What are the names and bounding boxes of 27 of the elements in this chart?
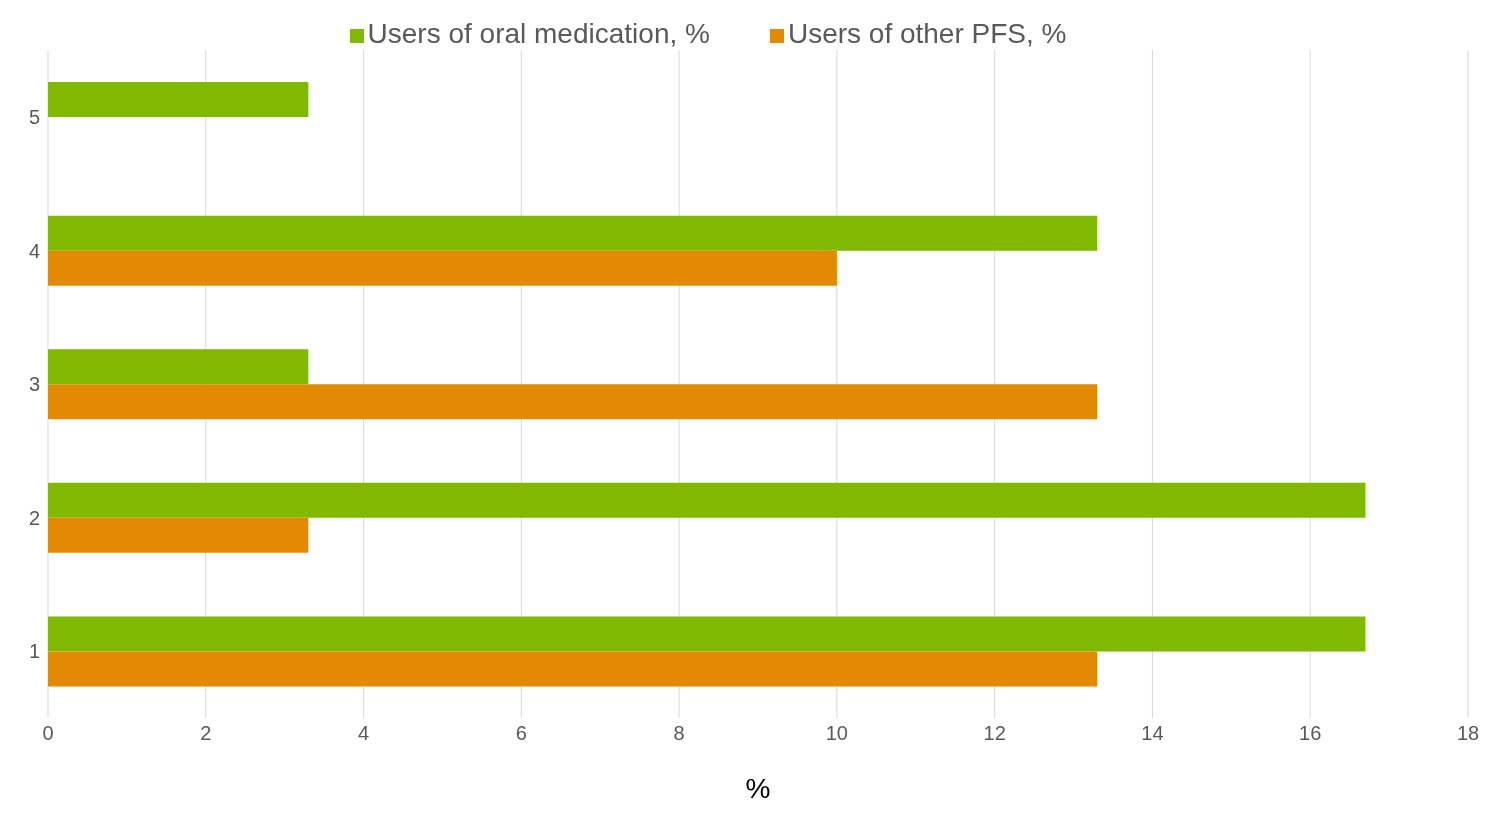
y-tick-label: 4 <box>28 239 40 262</box>
bar <box>48 517 309 553</box>
bar <box>48 482 1366 518</box>
x-tick-label: 16 <box>1299 722 1322 745</box>
bar <box>48 651 1098 687</box>
x-tick-label: 18 <box>1456 722 1480 745</box>
bar <box>48 250 837 286</box>
x-tick-label: 2 <box>200 722 212 745</box>
x-tick-label: 12 <box>983 722 1006 745</box>
x-tick-label: 4 <box>357 722 370 745</box>
bar <box>48 349 309 385</box>
y-tick-label: 3 <box>28 373 40 396</box>
bar <box>48 384 1098 420</box>
x-tick-label: 10 <box>825 722 849 745</box>
bar <box>48 215 1098 251</box>
x-tick-label: 6 <box>515 722 527 745</box>
x-tick-label: 14 <box>1141 722 1164 745</box>
bar <box>48 82 309 118</box>
legend-label: Users of oral medication, % <box>367 18 710 49</box>
y-tick-label: 5 <box>28 105 40 128</box>
bar <box>48 616 1366 652</box>
legend-label: Users of other PFS, % <box>787 18 1067 49</box>
x-tick-label: 8 <box>673 722 685 745</box>
x-axis-title: % <box>744 773 772 805</box>
y-tick-label: 1 <box>28 640 40 663</box>
y-tick-label: 2 <box>28 506 40 529</box>
x-tick-label: 0 <box>42 722 54 745</box>
